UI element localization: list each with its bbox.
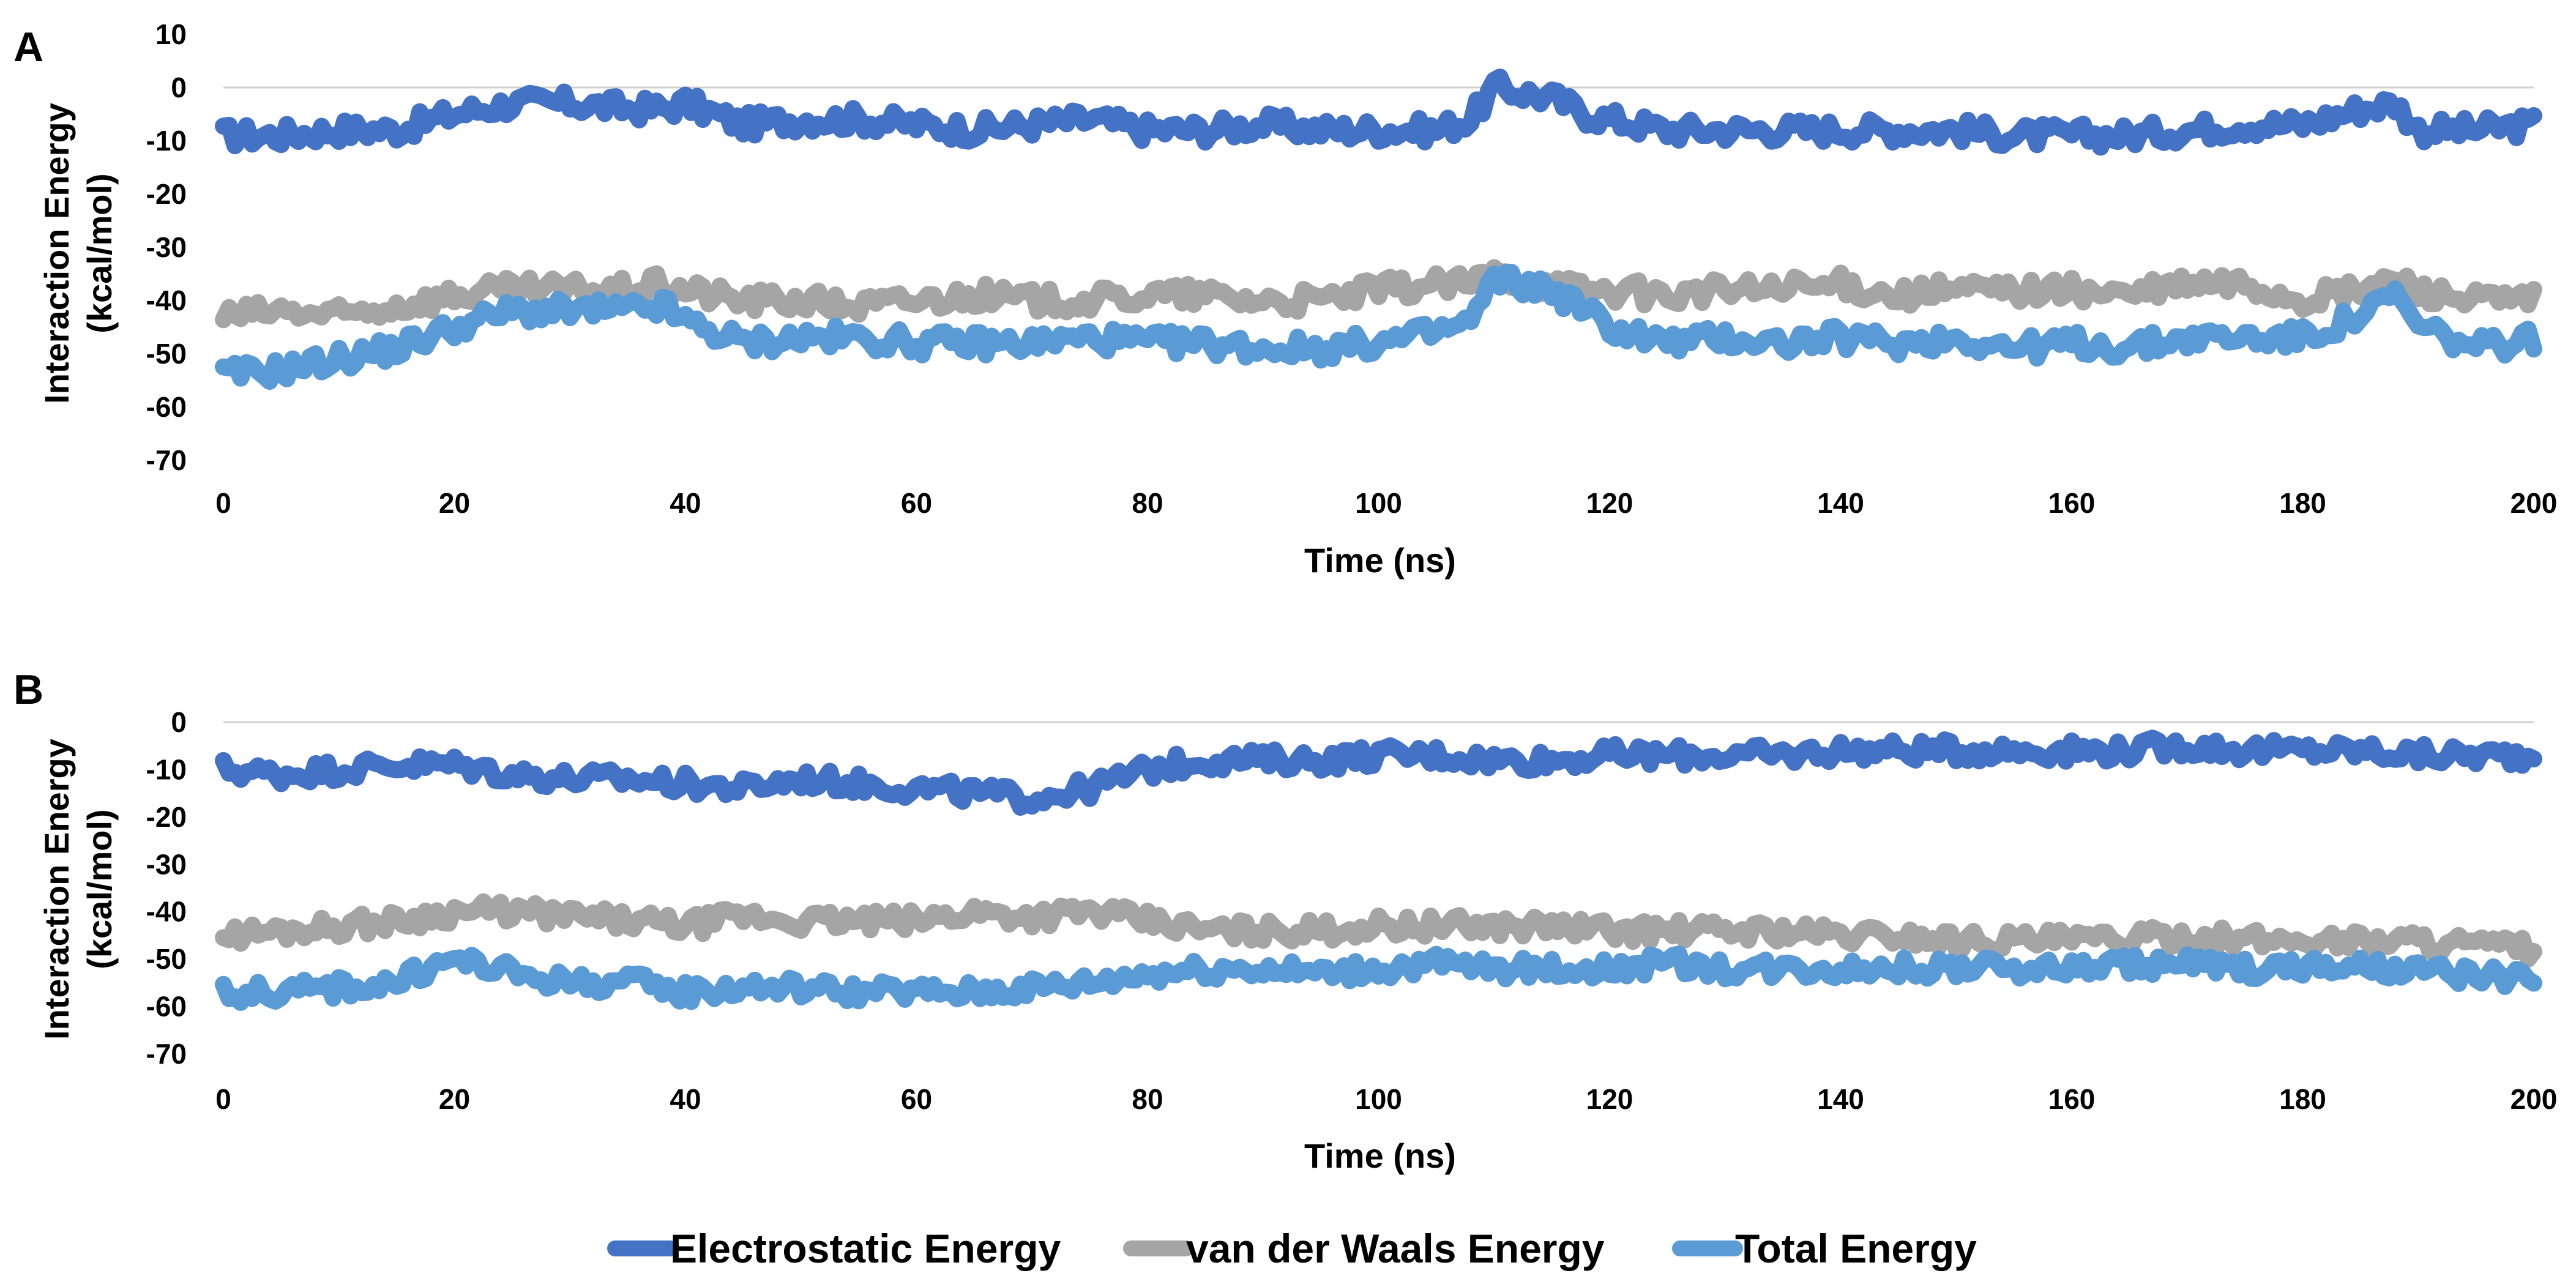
panel-b-ytick-label: -60 (146, 991, 187, 1023)
panel-a-ytick-label: -40 (146, 285, 187, 316)
panel-b-ytick-label: -20 (146, 801, 187, 833)
panel-b-ytick-label: -50 (146, 943, 187, 975)
panel-b-line-electrostatic-energy (215, 729, 2542, 816)
panel-a-label: A (13, 24, 43, 70)
panel-a-x-ticks: 0 20 40 60 80 100 120 140 160 180 200 (215, 487, 2557, 519)
panel-b-ytick-label: -10 (146, 753, 187, 785)
panel-a-xtick-label: 0 (215, 487, 231, 519)
panel-a-xtick-label: 60 (901, 487, 932, 519)
panel-a-ytick-label: -50 (146, 338, 187, 370)
panel-b: B Interaction Energy (kcal/mol) Time (ns… (13, 666, 2557, 1175)
panel-a-xtick-label: 120 (1586, 487, 1633, 519)
panel-a-xtick-label: 160 (2048, 487, 2096, 519)
panel-a-xtick-label: 200 (2511, 487, 2558, 519)
panel-a-y-ticks: 10 0 -10 -20 -30 -40 -50 -60 -70 (146, 18, 187, 476)
panel-b-ylabel-line1: Interaction Energy (37, 739, 76, 1040)
panel-b-x-ticks: 0 20 40 60 80 100 120 140 160 180 200 (215, 1083, 2557, 1115)
legend-label-electrostatic: Electrostatic Energy (670, 1226, 1061, 1271)
panel-b-ytick-label: -40 (146, 896, 187, 928)
panel-b-xtick-label: 160 (2048, 1083, 2096, 1115)
panel-a-ytick-label: -10 (146, 125, 187, 157)
panel-b-ytick-label: -70 (146, 1038, 187, 1070)
panel-b-xtick-label: 100 (1355, 1083, 1402, 1115)
panel-a-xtick-label: 40 (670, 487, 701, 519)
panel-a-xtick-label: 100 (1355, 487, 1402, 519)
panel-a-line-total-energy (215, 264, 2542, 390)
legend: Electrostatic Energy van der Waals Energ… (607, 1226, 1977, 1271)
panel-a-xtick-label: 140 (1817, 487, 1864, 519)
panel-b-ytick-label: 0 (171, 706, 187, 738)
legend-item-total: Total Energy (1672, 1226, 1977, 1271)
panel-a-ylabel-line2: (kcal/mol) (80, 173, 119, 333)
legend-label-total: Total Energy (1735, 1226, 1977, 1271)
panel-b-xlabel: Time (ns) (1304, 1136, 1456, 1175)
panel-a-ytick-label: 10 (155, 18, 187, 50)
panel-a-line-van-der-waals-energy (215, 259, 2542, 329)
panel-a-xtick-label: 20 (439, 487, 470, 519)
panel-a-ytick-label: 0 (171, 72, 187, 103)
legend-label-vdw: van der Waals Energy (1186, 1226, 1605, 1271)
panel-b-ytick-label: -30 (146, 848, 187, 880)
panel-a-ytick-label: -20 (146, 178, 187, 210)
panel-b-xtick-label: 80 (1132, 1083, 1163, 1115)
panel-a-line-electrostatic-energy (215, 69, 2542, 156)
panel-a-ylabel-line1: Interaction Energy (37, 103, 76, 404)
legend-item-vdw: van der Waals Energy (1123, 1226, 1605, 1271)
panel-a-ytick-label: -30 (146, 231, 187, 263)
panel-b-y-ticks: 0 -10 -20 -30 -40 -50 -60 -70 (146, 706, 187, 1070)
panel-a-xtick-label: 180 (2279, 487, 2326, 519)
panel-b-xtick-label: 60 (901, 1083, 932, 1115)
legend-item-electrostatic: Electrostatic Energy (607, 1226, 1061, 1271)
panel-a-xtick-label: 80 (1132, 487, 1163, 519)
panel-a-series (215, 69, 2542, 390)
panel-a-ytick-label: -60 (146, 391, 187, 423)
panel-a-xlabel: Time (ns) (1304, 541, 1456, 580)
panel-a: A Interaction Energy (kcal/mol) Time (ns… (13, 18, 2557, 580)
panel-b-xtick-label: 200 (2511, 1083, 2558, 1115)
panel-b-series (215, 729, 2542, 1011)
panel-b-ylabel-line2: (kcal/mol) (80, 809, 119, 969)
panel-b-xtick-label: 120 (1586, 1083, 1633, 1115)
panel-b-xtick-label: 140 (1817, 1083, 1864, 1115)
panel-b-line-van-der-waals-energy (215, 893, 2542, 968)
panel-a-ytick-label: -70 (146, 444, 187, 476)
panel-b-label: B (13, 666, 43, 713)
panel-b-xtick-label: 0 (215, 1083, 231, 1115)
panel-b-xtick-label: 180 (2279, 1083, 2326, 1115)
panel-b-line-total-energy (215, 946, 2542, 1011)
panel-b-xtick-label: 40 (670, 1083, 701, 1115)
panel-b-xtick-label: 20 (439, 1083, 470, 1115)
